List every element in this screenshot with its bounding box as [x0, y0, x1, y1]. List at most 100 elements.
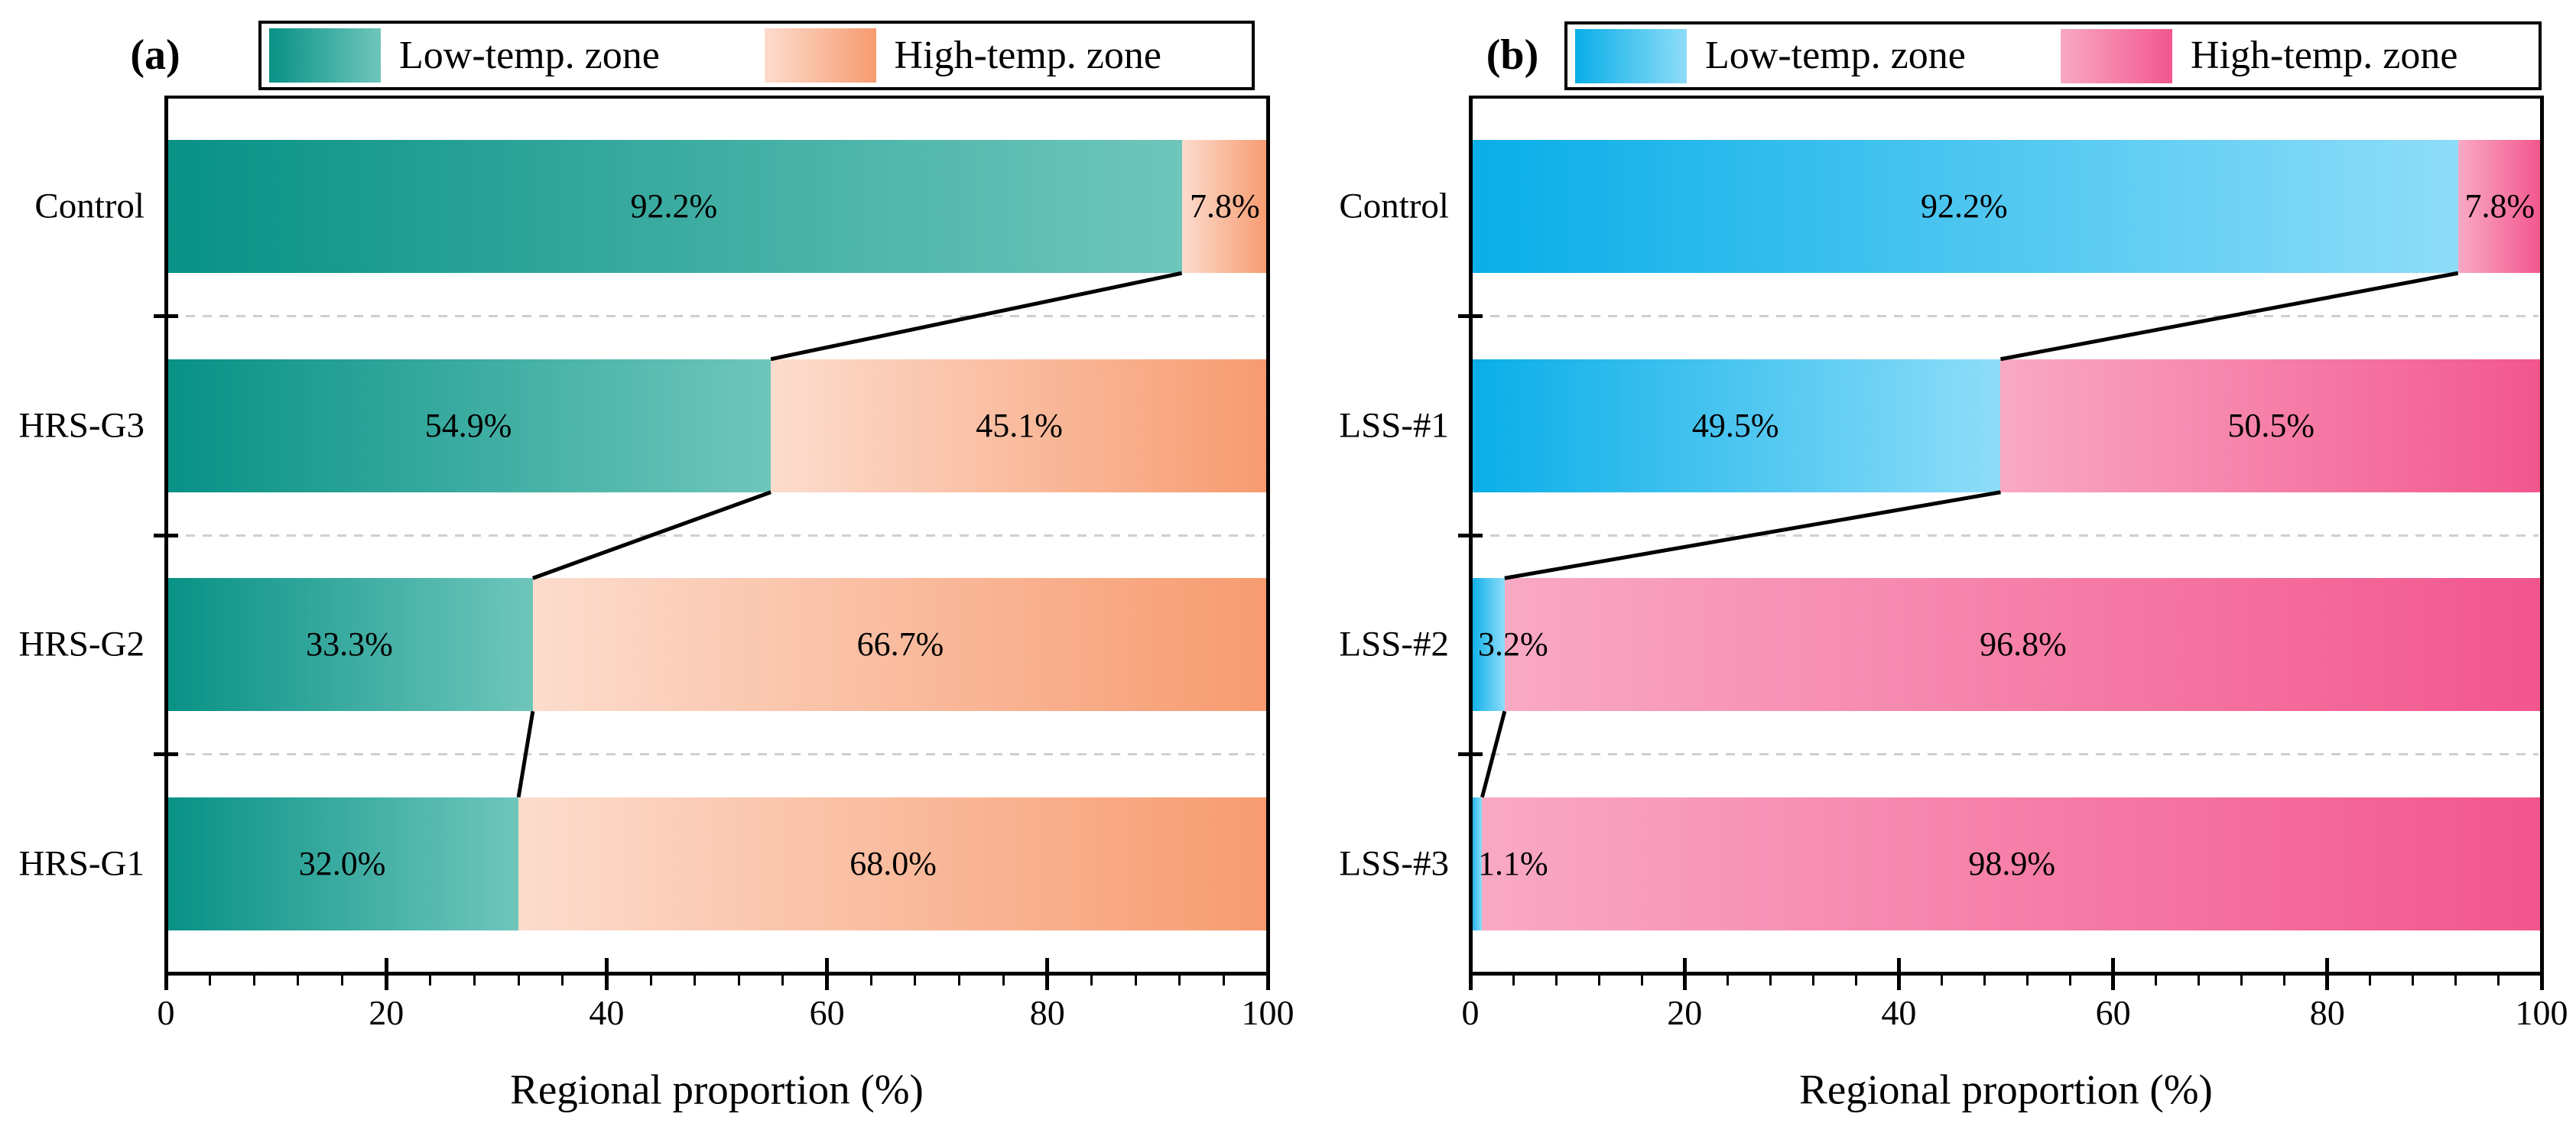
segment-value-label: 54.9% [424, 406, 512, 444]
bar-segment-low-temp [1470, 359, 2001, 492]
x-axis-line [164, 972, 1270, 976]
x-axis-major-tick [1045, 958, 1050, 990]
x-axis-major-tick [825, 958, 830, 990]
panel-title: (a) [130, 31, 180, 79]
x-axis-tick-label: 80 [2309, 993, 2345, 1032]
segment-value-label: 7.8% [2464, 187, 2535, 226]
x-axis-minor-tick [2497, 976, 2500, 986]
x-axis-minor-tick [2026, 976, 2029, 986]
x-axis-minor-tick [2069, 976, 2072, 986]
bar-segment-high-temp [771, 359, 1268, 492]
x-axis-minor-tick [1512, 976, 1515, 986]
x-axis-minor-tick [1769, 976, 1772, 986]
legend-label: Low-temp. zone [1705, 34, 1966, 77]
legend-swatch-high-temp [764, 28, 876, 83]
bar-segment-low-temp [1470, 140, 2458, 274]
x-axis-tick-label: 0 [1461, 993, 1480, 1032]
bar-segment-high-temp [2457, 140, 2542, 274]
x-axis-minor-tick [1002, 976, 1005, 986]
x-axis-tick-label: 20 [369, 993, 404, 1032]
category-label: LSS-#2 [1339, 624, 1449, 664]
bar-segment-high-temp [1504, 578, 2542, 712]
segment-value-label: 92.2% [1921, 187, 2008, 226]
legend: Low-temp. zone High-temp. zone [258, 21, 1255, 90]
x-axis-major-tick [604, 958, 609, 990]
category-label: HRS-G3 [18, 405, 145, 446]
plot-right-spine [1266, 96, 1270, 975]
panel-title: (b) [1486, 31, 1539, 79]
x-axis-minor-tick [209, 976, 212, 986]
category-boundary-gridline [1473, 534, 2539, 537]
x-axis-line [1469, 972, 2544, 976]
plot-top-spine [1469, 96, 2543, 99]
category-label: HRS-G1 [18, 843, 145, 884]
category-label: Control [34, 186, 145, 226]
x-axis-minor-tick [429, 976, 432, 986]
plot-right-spine [2540, 96, 2544, 975]
category-label: LSS-#1 [1339, 405, 1449, 446]
x-axis-minor-tick [561, 976, 564, 986]
x-axis-minor-tick [649, 976, 652, 986]
legend-item: Low-temp. zone [261, 28, 757, 83]
bar-segment-low-temp [166, 140, 1182, 274]
x-axis-major-tick [2539, 958, 2544, 990]
legend-swatch-low-temp [269, 28, 381, 83]
bar-segment-high-temp [2000, 359, 2542, 492]
x-axis-minor-tick [1090, 976, 1093, 986]
x-axis-minor-tick [914, 976, 917, 986]
legend-item: High-temp. zone [2053, 28, 2539, 83]
x-axis-minor-tick [1940, 976, 1943, 986]
category-label: LSS-#3 [1339, 843, 1449, 884]
x-axis-minor-tick [1854, 976, 1857, 986]
x-axis-major-tick [1682, 958, 1687, 990]
plot-top-spine [164, 96, 1269, 99]
category-label: HRS-G2 [18, 624, 145, 664]
x-axis-minor-tick [2454, 976, 2457, 986]
segment-value-label: 32.0% [298, 844, 386, 882]
x-axis-tick-label: 20 [1667, 993, 1703, 1032]
bar-segment-low-temp [166, 578, 533, 712]
x-axis-major-tick [1468, 958, 1473, 990]
bar-segment-high-temp [1482, 797, 2542, 930]
segment-value-label: 98.9% [1968, 844, 2056, 882]
x-axis-tick-label: 40 [1881, 993, 1917, 1032]
bar-segment-high-temp [1181, 140, 1268, 274]
segment-value-label: 50.5% [2227, 406, 2315, 444]
x-axis-tick-label: 100 [1241, 993, 1294, 1032]
bar-segment-low-temp [166, 797, 519, 930]
x-axis-minor-tick [958, 976, 961, 986]
x-axis-minor-tick [2240, 976, 2243, 986]
segment-value-label: 7.8% [1189, 187, 1260, 226]
x-axis-minor-tick [1983, 976, 1986, 986]
plot-left-spine [164, 96, 168, 975]
segment-value-label: 68.0% [849, 844, 937, 882]
x-axis-minor-tick [2283, 976, 2286, 986]
legend-item: Low-temp. zone [1567, 28, 2053, 83]
x-axis-minor-tick [252, 976, 255, 986]
legend-label: Low-temp. zone [399, 33, 660, 77]
x-axis-minor-tick [1597, 976, 1600, 986]
x-axis-major-tick [2111, 958, 2116, 990]
x-axis-minor-tick [694, 976, 697, 986]
x-axis-major-tick [2325, 958, 2330, 990]
bar-segment-low-temp [166, 359, 772, 492]
x-axis-minor-tick [517, 976, 520, 986]
category-boundary-gridline [169, 534, 1265, 537]
bar-segment-low-temp [1470, 578, 1505, 712]
x-axis-minor-tick [1222, 976, 1225, 986]
category-boundary-gridline [169, 753, 1265, 755]
x-axis-minor-tick [297, 976, 300, 986]
x-axis-minor-tick [737, 976, 740, 986]
legend-label: High-temp. zone [2191, 34, 2458, 77]
x-axis-major-tick [384, 958, 388, 990]
x-axis-minor-tick [341, 976, 344, 986]
category-boundary-gridline [169, 315, 1265, 317]
legend-label: High-temp. zone [894, 33, 1161, 77]
x-axis-minor-tick [1811, 976, 1814, 986]
x-axis-tick-label: 60 [809, 993, 845, 1032]
bar-segment-high-temp [532, 578, 1268, 712]
x-axis-minor-tick [1726, 976, 1729, 986]
x-axis-tick-label: 80 [1029, 993, 1065, 1032]
category-label: Control [1339, 186, 1449, 226]
